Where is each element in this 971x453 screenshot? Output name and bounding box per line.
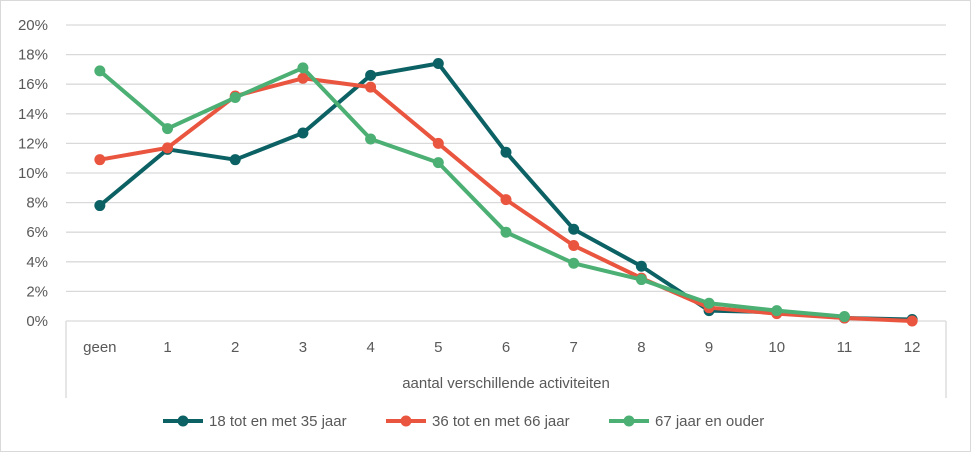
- y-tick-label: 2%: [26, 283, 48, 300]
- data-point: [229, 154, 241, 166]
- data-point: [703, 297, 715, 309]
- y-tick-label: 4%: [26, 254, 48, 271]
- series-1: [94, 57, 918, 326]
- data-point: [229, 92, 241, 104]
- data-point: [500, 226, 512, 238]
- x-axis-label: aantal verschillende activiteiten: [402, 375, 610, 392]
- data-point: [500, 146, 512, 158]
- data-point: [432, 137, 444, 149]
- x-tick-label: 11: [837, 339, 853, 356]
- data-point: [94, 200, 106, 212]
- y-tick-label: 10%: [18, 165, 48, 182]
- data-point: [906, 315, 918, 327]
- y-tick-label: 14%: [18, 106, 48, 123]
- legend-item: 18 tot en met 35 jaar: [163, 413, 347, 430]
- data-point: [635, 274, 647, 286]
- gridlines: [66, 24, 946, 293]
- x-axis: [65, 320, 947, 398]
- data-point: [500, 194, 512, 206]
- y-tick-label: 12%: [18, 135, 48, 152]
- y-tick-labels: 0% 2% 4% 6% 8% 10% 12% 14% 16% 18% 20%: [18, 17, 48, 330]
- data-point: [432, 157, 444, 169]
- data-point: [568, 223, 580, 235]
- x-tick-label: 1: [163, 339, 171, 356]
- series-line: [98, 65, 845, 319]
- legend: 18 tot en met 35 jaar 36 tot en met 66 ja…: [163, 413, 764, 430]
- data-point: [568, 240, 580, 252]
- legend-label: 18 tot en met 35 jaar: [209, 413, 347, 430]
- data-point: [297, 127, 309, 139]
- x-tick-label: 2: [231, 339, 239, 356]
- legend-label: 67 jaar en ouder: [655, 413, 764, 430]
- data-point: [635, 260, 647, 272]
- data-point: [94, 154, 106, 166]
- x-tick-label: 3: [299, 339, 307, 356]
- data-point: [568, 257, 580, 269]
- legend-swatch-marker: [400, 415, 412, 427]
- data-point: [94, 65, 106, 77]
- legend-item: 36 tot en met 66 jaar: [386, 413, 570, 430]
- x-tick-labels: geen 1 2 3 4 5 6 7 8 9 10 11 12: [83, 339, 920, 356]
- x-tick-label: geen: [83, 339, 116, 356]
- x-tick-label: 8: [637, 339, 645, 356]
- legend-swatch-marker: [623, 415, 635, 427]
- x-tick-label: 5: [434, 339, 442, 356]
- x-tick-label: 9: [705, 339, 713, 356]
- legend-swatch-marker: [177, 415, 189, 427]
- data-point: [162, 123, 174, 135]
- data-point: [432, 57, 444, 69]
- y-tick-label: 18%: [18, 47, 48, 64]
- series-3: [94, 62, 850, 323]
- data-point: [365, 69, 377, 81]
- data-point: [838, 311, 850, 323]
- data-point: [365, 81, 377, 93]
- data-point: [771, 305, 783, 317]
- x-tick-label: 12: [904, 339, 921, 356]
- y-tick-label: 16%: [18, 76, 48, 93]
- data-point: [365, 133, 377, 145]
- x-tick-label: 4: [366, 339, 374, 356]
- legend-label: 36 tot en met 66 jaar: [432, 413, 570, 430]
- x-tick-label: 6: [502, 339, 510, 356]
- series-2: [94, 72, 918, 327]
- y-tick-label: 8%: [26, 195, 48, 212]
- y-tick-label: 20%: [18, 17, 48, 34]
- legend-item: 67 jaar en ouder: [609, 413, 764, 430]
- x-tick-label: 10: [768, 339, 785, 356]
- y-tick-label: 6%: [26, 224, 48, 241]
- data-point: [297, 72, 309, 84]
- y-tick-label: 0%: [26, 313, 48, 330]
- data-point: [162, 142, 174, 154]
- data-point: [297, 62, 309, 74]
- series-group: [94, 57, 918, 327]
- x-tick-label: 7: [570, 339, 578, 356]
